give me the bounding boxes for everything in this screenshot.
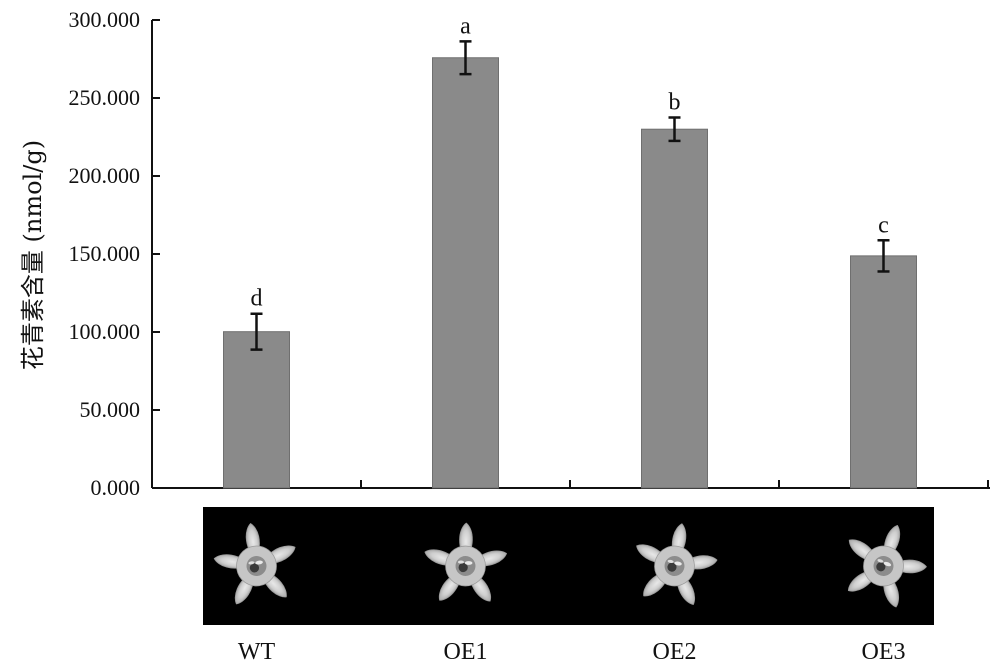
y-tick-label: 150.000 <box>69 241 141 266</box>
y-tick-label: 250.000 <box>69 85 141 110</box>
significance-label-oe1: a <box>460 13 471 39</box>
category-label-oe2: OE2 <box>653 639 697 665</box>
significance-label-wt: d <box>251 286 263 312</box>
bar-wt <box>223 331 290 489</box>
y-tick-label: 200.000 <box>69 163 141 188</box>
bars: d a b c <box>223 13 917 489</box>
category-labels: WT OE1 OE2 OE3 <box>238 639 906 665</box>
category-label-wt: WT <box>238 639 276 665</box>
y-tick-label: 300.000 <box>69 7 141 32</box>
category-label-oe1: OE1 <box>444 639 488 665</box>
x-ticks <box>360 480 989 488</box>
bar-oe3 <box>850 255 917 489</box>
significance-label-oe3: c <box>878 212 889 238</box>
y-ticks: 0.000 50.000 100.000 150.000 200.000 250.000 3… <box>69 7 160 500</box>
flower-photo-panel <box>203 507 934 625</box>
significance-label-oe2: b <box>669 90 681 116</box>
y-tick-label: 100.000 <box>69 319 141 344</box>
y-tick-label: 0.000 <box>91 475 141 500</box>
category-label-oe3: OE3 <box>862 639 906 665</box>
y-axis-title-group: 花青素含量 (nmol/g) <box>19 140 47 370</box>
y-tick-label: 50.000 <box>80 397 141 422</box>
bar-oe2 <box>641 128 708 489</box>
bar-oe1 <box>432 57 499 489</box>
y-axis-title: 花青素含量 (nmol/g) <box>19 140 47 370</box>
